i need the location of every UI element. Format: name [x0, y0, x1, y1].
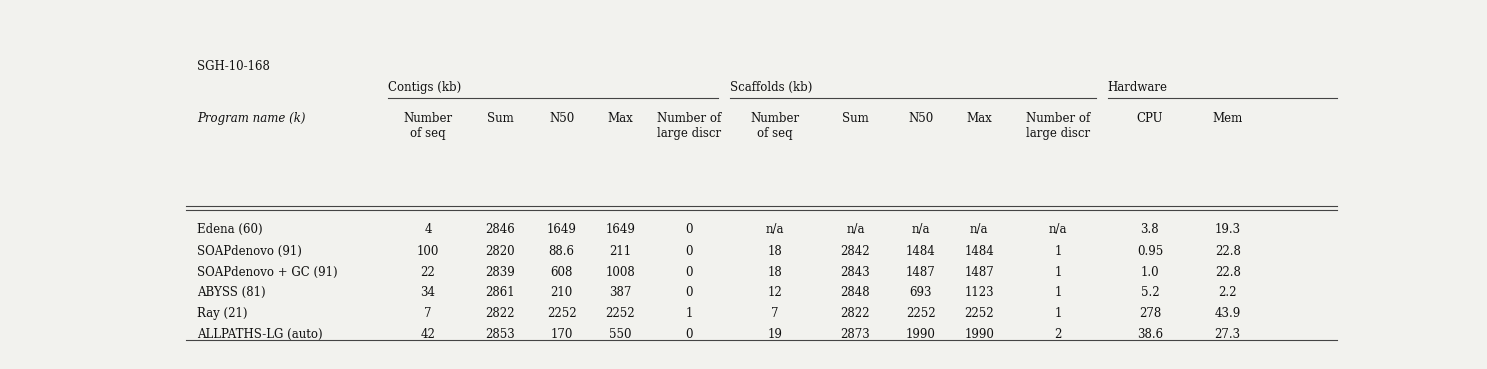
Text: 38.6: 38.6 — [1138, 328, 1163, 341]
Text: ABYSS (81): ABYSS (81) — [198, 286, 266, 299]
Text: 18: 18 — [767, 245, 782, 258]
Text: ALLPATHS-LG (auto): ALLPATHS-LG (auto) — [198, 328, 323, 341]
Text: 170: 170 — [550, 328, 572, 341]
Text: Max: Max — [967, 113, 992, 125]
Text: n/a: n/a — [846, 223, 864, 236]
Text: 2.2: 2.2 — [1218, 286, 1237, 299]
Text: SOAPdenovo (91): SOAPdenovo (91) — [198, 245, 302, 258]
Text: 4: 4 — [424, 223, 431, 236]
Text: 387: 387 — [610, 286, 632, 299]
Text: 88.6: 88.6 — [549, 245, 574, 258]
Text: N50: N50 — [909, 113, 934, 125]
Text: 1990: 1990 — [906, 328, 935, 341]
Text: 2252: 2252 — [906, 307, 935, 320]
Text: 1487: 1487 — [965, 266, 995, 279]
Text: 1: 1 — [1054, 307, 1062, 320]
Text: 1: 1 — [1054, 286, 1062, 299]
Text: Ray (21): Ray (21) — [198, 307, 248, 320]
Text: 0: 0 — [686, 245, 693, 258]
Text: 1649: 1649 — [605, 223, 635, 236]
Text: 1990: 1990 — [965, 328, 995, 341]
Text: 7: 7 — [424, 307, 431, 320]
Text: 7: 7 — [772, 307, 779, 320]
Text: 1: 1 — [686, 307, 693, 320]
Text: 2822: 2822 — [840, 307, 870, 320]
Text: Number
of seq: Number of seq — [751, 113, 800, 141]
Text: 1484: 1484 — [906, 245, 935, 258]
Text: 2252: 2252 — [965, 307, 995, 320]
Text: 27.3: 27.3 — [1215, 328, 1240, 341]
Text: 12: 12 — [767, 286, 782, 299]
Text: CPU: CPU — [1136, 113, 1163, 125]
Text: 2839: 2839 — [485, 266, 515, 279]
Text: Sum: Sum — [842, 113, 868, 125]
Text: 2: 2 — [1054, 328, 1062, 341]
Text: Mem: Mem — [1212, 113, 1243, 125]
Text: 5.2: 5.2 — [1141, 286, 1160, 299]
Text: 2861: 2861 — [485, 286, 515, 299]
Text: 608: 608 — [550, 266, 572, 279]
Text: 1: 1 — [1054, 266, 1062, 279]
Text: 22.8: 22.8 — [1215, 245, 1240, 258]
Text: 278: 278 — [1139, 307, 1161, 320]
Text: 19: 19 — [767, 328, 782, 341]
Text: 22: 22 — [421, 266, 436, 279]
Text: 2853: 2853 — [485, 328, 515, 341]
Text: 22.8: 22.8 — [1215, 266, 1240, 279]
Text: 34: 34 — [421, 286, 436, 299]
Text: Scaffolds (kb): Scaffolds (kb) — [730, 81, 812, 94]
Text: 3.8: 3.8 — [1141, 223, 1160, 236]
Text: 2252: 2252 — [605, 307, 635, 320]
Text: 18: 18 — [767, 266, 782, 279]
Text: 42: 42 — [421, 328, 436, 341]
Text: 210: 210 — [550, 286, 572, 299]
Text: Hardware: Hardware — [1108, 81, 1167, 94]
Text: 2873: 2873 — [840, 328, 870, 341]
Text: 1487: 1487 — [906, 266, 935, 279]
Text: SOAPdenovo + GC (91): SOAPdenovo + GC (91) — [198, 266, 338, 279]
Text: Edena (60): Edena (60) — [198, 223, 263, 236]
Text: 43.9: 43.9 — [1215, 307, 1240, 320]
Text: 211: 211 — [610, 245, 632, 258]
Text: 1008: 1008 — [605, 266, 635, 279]
Text: 2842: 2842 — [840, 245, 870, 258]
Text: 19.3: 19.3 — [1215, 223, 1240, 236]
Text: Number of
large discr: Number of large discr — [1026, 113, 1090, 141]
Text: 550: 550 — [610, 328, 632, 341]
Text: Max: Max — [608, 113, 633, 125]
Text: 2843: 2843 — [840, 266, 870, 279]
Text: N50: N50 — [549, 113, 574, 125]
Text: 2252: 2252 — [547, 307, 577, 320]
Text: 2822: 2822 — [485, 307, 515, 320]
Text: n/a: n/a — [766, 223, 784, 236]
Text: 1649: 1649 — [547, 223, 577, 236]
Text: SGH-10-168: SGH-10-168 — [198, 60, 271, 73]
Text: Number of
large discr: Number of large discr — [657, 113, 721, 141]
Text: 0: 0 — [686, 266, 693, 279]
Text: Sum: Sum — [486, 113, 513, 125]
Text: 0: 0 — [686, 223, 693, 236]
Text: 693: 693 — [909, 286, 932, 299]
Text: 1.0: 1.0 — [1141, 266, 1160, 279]
Text: 1: 1 — [1054, 245, 1062, 258]
Text: Number
of seq: Number of seq — [403, 113, 452, 141]
Text: 2846: 2846 — [485, 223, 515, 236]
Text: 0.95: 0.95 — [1136, 245, 1163, 258]
Text: Contigs (kb): Contigs (kb) — [388, 81, 461, 94]
Text: 1484: 1484 — [965, 245, 995, 258]
Text: 0: 0 — [686, 286, 693, 299]
Text: 0: 0 — [686, 328, 693, 341]
Text: 2820: 2820 — [485, 245, 515, 258]
Text: 100: 100 — [416, 245, 439, 258]
Text: n/a: n/a — [970, 223, 989, 236]
Text: n/a: n/a — [1048, 223, 1068, 236]
Text: Program name (k): Program name (k) — [198, 113, 306, 125]
Text: 1123: 1123 — [965, 286, 995, 299]
Text: n/a: n/a — [912, 223, 929, 236]
Text: 2848: 2848 — [840, 286, 870, 299]
